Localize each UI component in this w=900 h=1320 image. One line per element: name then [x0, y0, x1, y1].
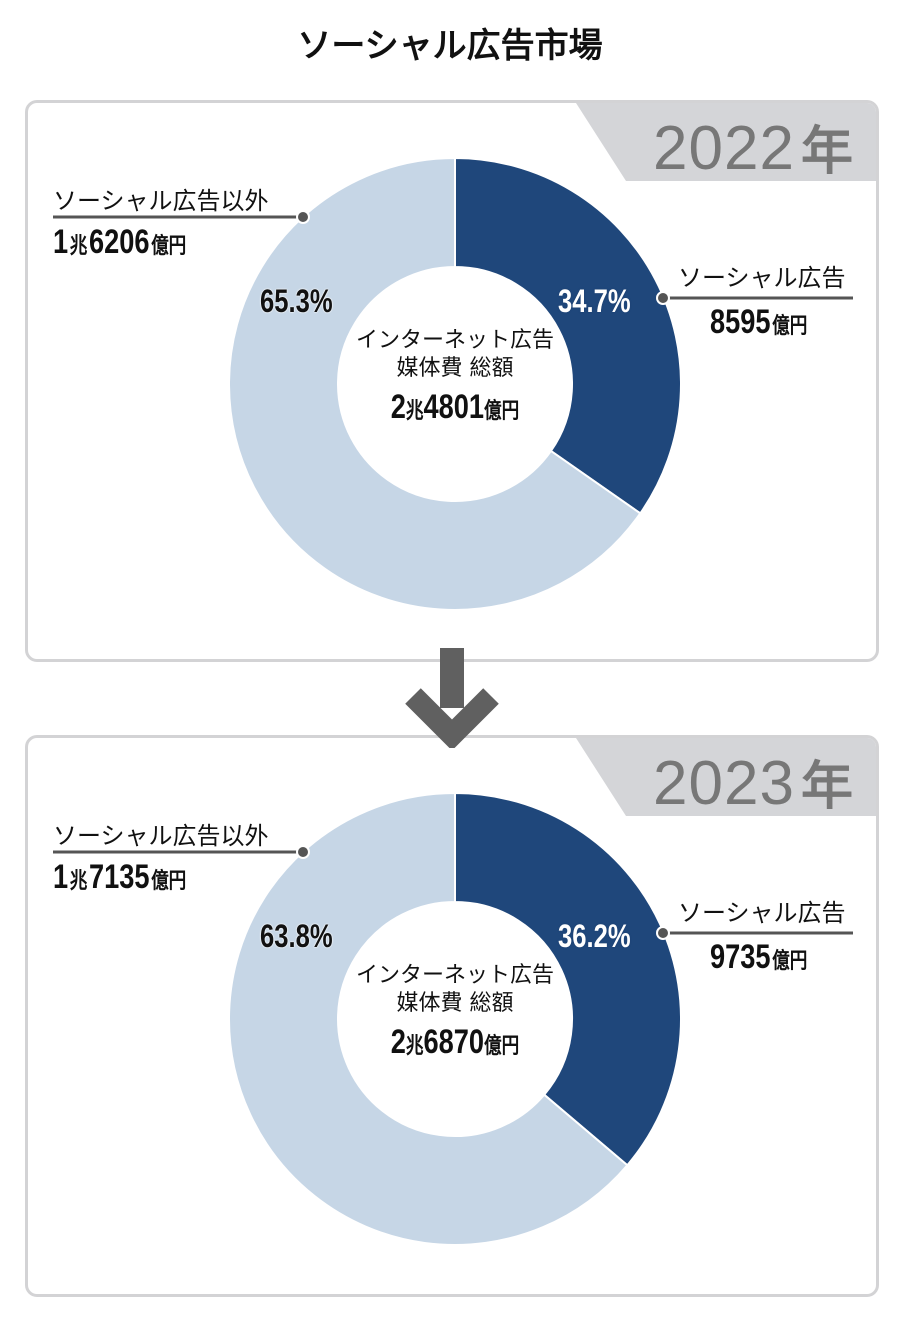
donut-slice-non-social	[228, 791, 629, 1246]
leader-dot-non-social	[296, 210, 310, 224]
value-social: 8595億円	[710, 303, 808, 341]
leader-dot-social	[656, 291, 670, 305]
legend-label-non-social: ソーシャル広告以外	[53, 822, 269, 850]
year-tab	[576, 103, 876, 181]
percent-label-social: 34.7%	[558, 283, 631, 319]
value-non-social: 1兆7135億円	[53, 858, 187, 896]
year-label: 2022 年	[653, 114, 854, 183]
leader-dot-social	[656, 926, 670, 940]
donut-chart	[53, 156, 853, 611]
legend-label-social: ソーシャル広告	[678, 899, 846, 927]
chart-title: ソーシャル広告市場	[297, 26, 603, 66]
donut-panel-2023: 2023 年 ソーシャル広告以外 1兆7135億円 ソーシャル広告 9735億円 …	[25, 735, 879, 1297]
legend-label-social: ソーシャル広告	[678, 264, 846, 292]
percent-label-non-social: 63.8%	[260, 918, 333, 954]
donut-slice-social	[454, 791, 682, 1167]
percent-label-social: 36.2%	[558, 918, 631, 954]
arrow-down-icon	[405, 648, 499, 748]
donut-slice-social	[454, 156, 682, 515]
donut-panel-2022: 2022 年 ソーシャル広告以外 1兆6206億円 ソーシャル広告 8595億円 …	[25, 100, 879, 662]
donut-slice-non-social	[228, 156, 642, 611]
center-total: インターネット広告 媒体費 総額 2兆6870億円	[355, 963, 554, 1061]
year-tab	[576, 738, 876, 816]
legend-label-non-social: ソーシャル広告以外	[53, 187, 269, 215]
donut-chart	[53, 791, 853, 1246]
center-total: インターネット広告 媒体費 総額 2兆4801億円	[355, 328, 554, 426]
value-social: 9735億円	[710, 938, 808, 976]
value-non-social: 1兆6206億円	[53, 223, 187, 261]
leader-dot-non-social	[296, 845, 310, 859]
year-label: 2023 年	[653, 749, 854, 818]
percent-label-non-social: 65.3%	[260, 283, 333, 319]
